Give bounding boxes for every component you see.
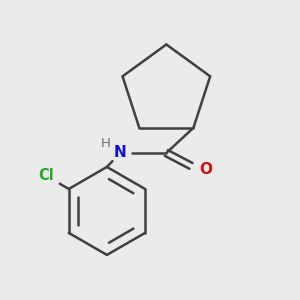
Text: N: N <box>114 146 127 160</box>
Text: Cl: Cl <box>38 168 53 183</box>
Text: O: O <box>200 162 212 177</box>
Text: H: H <box>100 137 110 150</box>
